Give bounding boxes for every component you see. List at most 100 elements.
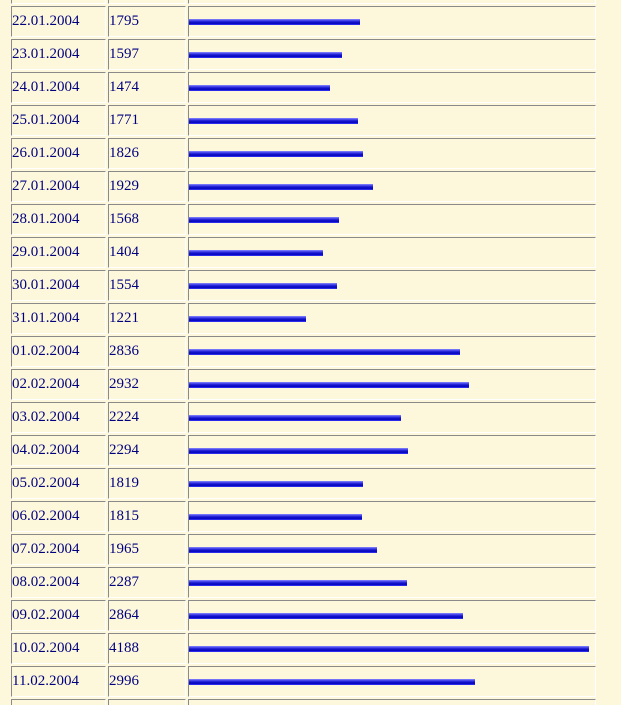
bar-cell: [188, 369, 596, 400]
bar-cell: [188, 171, 596, 202]
bar-cell: [188, 237, 596, 268]
visits-bar: [189, 315, 306, 322]
date-cell: 12.02.2004: [11, 699, 106, 705]
table-row: 04.02.2004 2294: [11, 435, 596, 466]
date-cell: 09.02.2004: [11, 600, 106, 631]
count-cell: 1819: [108, 468, 186, 499]
date-cell: 02.02.2004: [11, 369, 106, 400]
date-cell: 25.01.2004: [11, 105, 106, 136]
visits-bar: [189, 51, 342, 58]
table-row: 01.02.2004 2836: [11, 336, 596, 367]
count-cell: 2287: [108, 567, 186, 598]
bar-cell: [188, 567, 596, 598]
date-cell: 21.01.2004: [11, 0, 106, 4]
bar-cell: [188, 633, 596, 664]
bar-cell: [188, 600, 596, 631]
date-cell: 08.02.2004: [11, 567, 106, 598]
table-row: 30.01.2004 1554: [11, 270, 596, 301]
bar-cell: [188, 534, 596, 565]
date-cell: 22.01.2004: [11, 6, 106, 37]
date-cell: 06.02.2004: [11, 501, 106, 532]
visits-bar: [189, 678, 475, 685]
table-row: 09.02.2004 2864: [11, 600, 596, 631]
table-row: 06.02.2004 1815: [11, 501, 596, 532]
date-cell: 27.01.2004: [11, 171, 106, 202]
date-cell: 10.02.2004: [11, 633, 106, 664]
date-cell: 03.02.2004: [11, 402, 106, 433]
bar-cell: [188, 138, 596, 169]
date-cell: 04.02.2004: [11, 435, 106, 466]
table-row: 07.02.2004 1965: [11, 534, 596, 565]
table-row: 29.01.2004 1404: [11, 237, 596, 268]
bar-cell: [188, 72, 596, 103]
count-cell: 1554: [108, 270, 186, 301]
visits-bar: [189, 447, 408, 454]
count-cell: 2996: [108, 666, 186, 697]
count-cell: 1965: [108, 534, 186, 565]
table-row: 25.01.2004 1771: [11, 105, 596, 136]
bar-cell: [188, 468, 596, 499]
table-row: 24.01.2004 1474: [11, 72, 596, 103]
table-row: 31.01.2004 1221: [11, 303, 596, 334]
visits-bar: [189, 348, 460, 355]
date-cell: 24.01.2004: [11, 72, 106, 103]
count-cell: 2836: [108, 336, 186, 367]
date-cell: 11.02.2004: [11, 666, 106, 697]
bar-cell: [188, 336, 596, 367]
count-cell: [108, 699, 186, 705]
visits-bar: [189, 546, 377, 553]
count-cell: 1404: [108, 237, 186, 268]
visits-bar: [189, 18, 360, 25]
date-cell: 28.01.2004: [11, 204, 106, 235]
visits-bar: [189, 216, 339, 223]
count-cell: [108, 0, 186, 4]
count-cell: 1568: [108, 204, 186, 235]
table-body: 21.01.2004 22.01.2004179523.01.2004159724…: [11, 0, 596, 705]
visits-bar: [189, 414, 401, 421]
date-cell: 30.01.2004: [11, 270, 106, 301]
bar-cell: [188, 105, 596, 136]
date-cell: 07.02.2004: [11, 534, 106, 565]
table-row: 03.02.2004 2224: [11, 402, 596, 433]
visits-bar: [189, 513, 362, 520]
count-cell: 2224: [108, 402, 186, 433]
table-row: 02.02.2004 2932: [11, 369, 596, 400]
bar-cell: [188, 501, 596, 532]
count-cell: 1474: [108, 72, 186, 103]
table-row: 28.01.2004 1568: [11, 204, 596, 235]
visits-bar: [189, 579, 407, 586]
date-cell: 23.01.2004: [11, 39, 106, 70]
visits-bar: [189, 282, 337, 289]
visits-bar: [189, 645, 589, 652]
table-row: 21.01.2004: [11, 0, 596, 4]
visits-bar: [189, 183, 373, 190]
visits-bar: [189, 117, 358, 124]
bar-cell: [188, 303, 596, 334]
visits-bar: [189, 249, 323, 256]
count-cell: 2294: [108, 435, 186, 466]
count-cell: 2932: [108, 369, 186, 400]
visits-bar: [189, 480, 363, 487]
table-row: 08.02.2004 2287: [11, 567, 596, 598]
bar-cell: [188, 699, 596, 705]
bar-cell: [188, 270, 596, 301]
table-row: 05.02.2004 1819: [11, 468, 596, 499]
date-cell: 29.01.2004: [11, 237, 106, 268]
table-row: 11.02.2004 2996: [11, 666, 596, 697]
table-row: 22.01.2004 1795: [11, 6, 596, 37]
count-cell: 1221: [108, 303, 186, 334]
bar-cell: [188, 666, 596, 697]
bar-cell: [188, 435, 596, 466]
visits-bar: [189, 84, 330, 91]
bar-cell: [188, 6, 596, 37]
date-cell: 05.02.2004: [11, 468, 106, 499]
daily-visits-table: 21.01.2004 22.01.2004179523.01.2004159724…: [9, 0, 598, 705]
bar-cell: [188, 402, 596, 433]
date-cell: 01.02.2004: [11, 336, 106, 367]
count-cell: 1929: [108, 171, 186, 202]
date-cell: 31.01.2004: [11, 303, 106, 334]
bar-cell: [188, 39, 596, 70]
table-row: 12.02.2004: [11, 699, 596, 705]
table-row: 23.01.2004 1597: [11, 39, 596, 70]
